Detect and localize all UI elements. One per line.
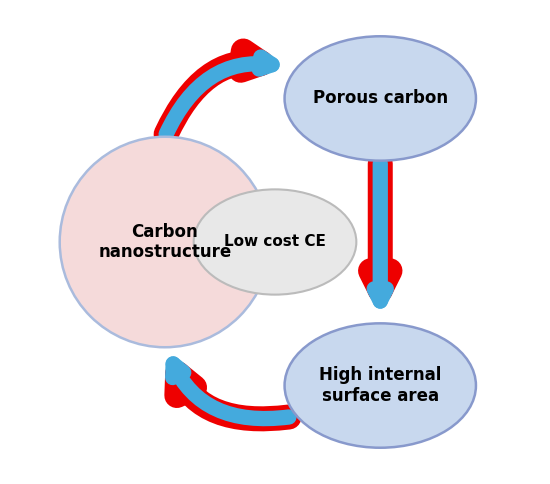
FancyArrowPatch shape — [166, 57, 272, 134]
Text: Low cost CE: Low cost CE — [224, 235, 326, 249]
Text: Carbon
nanostructure: Carbon nanostructure — [98, 223, 232, 261]
FancyArrowPatch shape — [177, 374, 289, 419]
Ellipse shape — [284, 323, 476, 448]
FancyArrowPatch shape — [173, 364, 289, 419]
FancyArrowPatch shape — [371, 164, 390, 290]
FancyArrowPatch shape — [374, 164, 386, 301]
Text: High internal
surface area: High internal surface area — [319, 366, 442, 405]
Ellipse shape — [60, 137, 270, 347]
Ellipse shape — [284, 36, 476, 161]
Ellipse shape — [194, 189, 356, 295]
FancyArrowPatch shape — [166, 51, 261, 134]
Text: Porous carbon: Porous carbon — [313, 90, 448, 107]
